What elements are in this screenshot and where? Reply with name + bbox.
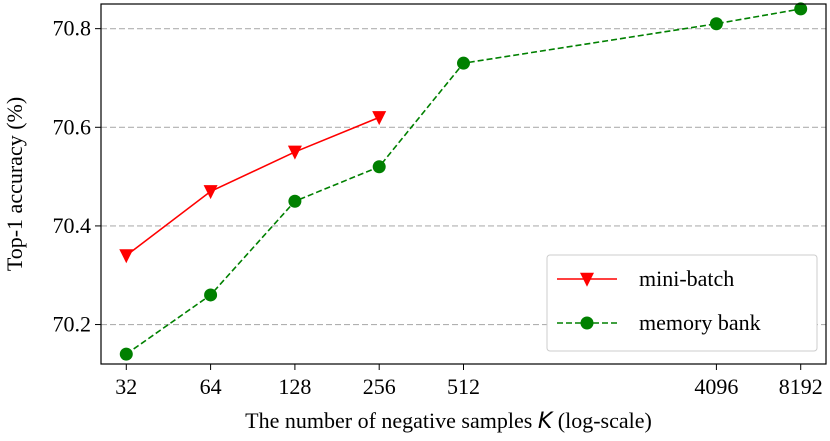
series-mini-batch — [119, 111, 387, 264]
x-tick-label: 64 — [200, 374, 222, 399]
x-axis: 32 64 128 256 512 4096 8192 — [115, 364, 823, 399]
x-tick-label: 8192 — [779, 374, 823, 399]
x-axis-label-main: The number of negative samples — [245, 408, 538, 433]
data-point-memory-bank — [204, 288, 218, 302]
series-layer — [119, 2, 808, 361]
x-tick-label: 256 — [363, 374, 396, 399]
y-axis: 70.2 70.4 70.6 70.8 — [53, 16, 101, 337]
data-point-memory-bank — [457, 56, 470, 70]
series-memory-bank — [119, 2, 808, 361]
x-axis-label-tail: (log-scale) — [552, 408, 652, 433]
legend-marker-memory-bank — [580, 316, 594, 330]
data-point-mini-batch — [203, 185, 218, 200]
data-point-memory-bank — [119, 347, 133, 361]
legend-marker-mini-batch — [580, 272, 594, 287]
data-point-mini-batch — [287, 145, 302, 160]
data-point-mini-batch — [372, 111, 387, 126]
legend: mini-batch memory bank — [546, 254, 818, 352]
x-axis-label: The number of negative samples K (log-sc… — [245, 408, 652, 434]
data-point-memory-bank — [372, 160, 386, 174]
legend-label-mini-batch: mini-batch — [639, 266, 734, 291]
x-tick-label: 32 — [115, 374, 137, 399]
data-point-memory-bank — [709, 17, 723, 31]
x-tick-label: 4096 — [694, 374, 738, 399]
y-tick-label: 70.2 — [53, 312, 92, 337]
x-tick-label: 128 — [278, 374, 311, 399]
y-axis-label: Top-1 accuracy (%) — [2, 97, 27, 271]
y-tick-label: 70.6 — [53, 114, 92, 139]
series-line-mini-batch — [125, 116, 380, 257]
legend-label-memory-bank: memory bank — [639, 310, 761, 335]
data-point-memory-bank — [794, 2, 808, 16]
data-point-mini-batch — [119, 249, 134, 264]
x-axis-label-variable: K — [538, 409, 554, 434]
data-point-memory-bank — [288, 194, 302, 208]
y-tick-label: 70.4 — [53, 213, 92, 238]
y-tick-label: 70.8 — [53, 16, 92, 41]
x-tick-label: 512 — [447, 374, 480, 399]
